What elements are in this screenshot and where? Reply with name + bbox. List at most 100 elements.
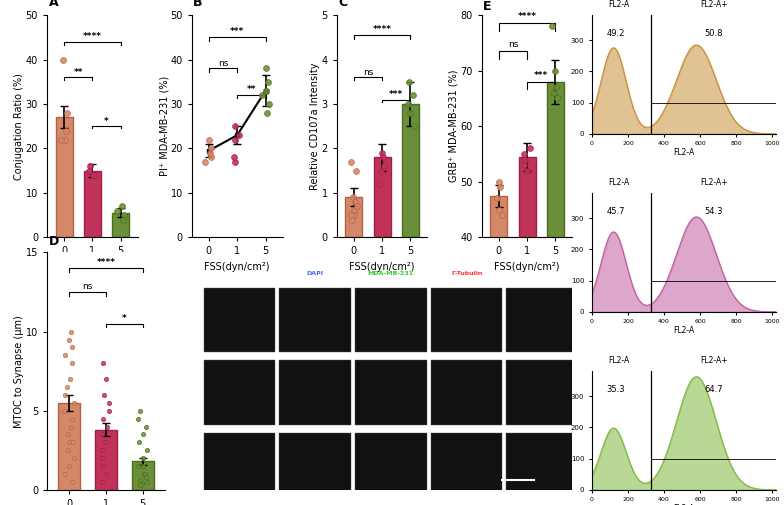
Text: FL2-A: FL2-A (608, 356, 630, 365)
Point (134, 481, 147, 489)
Point (64, 328, 77, 336)
Text: ****: **** (517, 12, 536, 21)
Point (349, 198, 361, 206)
Point (350, 167, 362, 175)
Text: ****: **** (83, 32, 102, 41)
Point (549, 67, 561, 75)
Bar (430, 433, 503, 497)
Bar (279, 433, 351, 497)
Bar (547, 82, 564, 460)
Bar (430, 288, 503, 352)
Bar (56, 117, 72, 237)
Point (524, 144, 536, 153)
Point (517, 161, 530, 169)
Point (96, 454, 109, 462)
Point (97, 415, 110, 423)
Point (59, 470, 71, 478)
Point (64, 375, 76, 383)
Text: A: A (49, 0, 58, 9)
Point (140, 470, 152, 478)
Text: ns: ns (363, 68, 373, 77)
Bar (204, 433, 275, 497)
Bar (95, 430, 117, 490)
Point (55, 135, 67, 143)
X-axis label: FSS (dyn/cm²): FSS (dyn/cm²) (58, 262, 127, 272)
Text: D: D (49, 235, 59, 247)
Point (96, 446, 108, 454)
Point (103, 399, 115, 407)
Point (375, 167, 387, 175)
Point (136, 479, 148, 487)
Point (344, 211, 357, 219)
Point (141, 478, 154, 486)
Point (493, 178, 506, 186)
Bar (355, 433, 426, 497)
Point (67, 399, 80, 407)
Point (518, 150, 531, 158)
Text: 54.3: 54.3 (705, 208, 723, 217)
Point (63, 462, 75, 470)
Text: MDA-MB-231: MDA-MB-231 (368, 272, 414, 277)
Point (377, 154, 390, 162)
Point (56, 56, 69, 64)
Point (344, 158, 357, 166)
Point (347, 193, 360, 201)
Point (404, 109, 416, 117)
Point (136, 462, 149, 470)
Text: Bright Field: Bright Field (219, 272, 260, 277)
Point (491, 194, 503, 203)
Point (100, 375, 113, 383)
Point (140, 446, 153, 454)
Text: Merge: Merge (531, 272, 554, 277)
Y-axis label: MTOC to Synapse (μm): MTOC to Synapse (μm) (14, 315, 24, 428)
Point (96, 478, 108, 486)
Point (407, 91, 419, 99)
Point (89, 171, 101, 179)
Point (202, 135, 215, 143)
Point (117, 216, 129, 224)
Point (111, 207, 123, 215)
Point (229, 135, 241, 143)
X-axis label: FL2-A: FL2-A (673, 148, 695, 157)
Bar (204, 288, 275, 352)
Point (229, 158, 241, 166)
Point (96, 462, 109, 470)
Text: E: E (483, 0, 492, 13)
Text: *: * (122, 314, 126, 323)
Point (199, 158, 212, 166)
Text: 50.8: 50.8 (705, 29, 723, 38)
Bar (58, 403, 80, 490)
Text: ***: *** (389, 90, 404, 99)
Text: FL2-A: FL2-A (608, 0, 630, 9)
Point (60, 127, 72, 135)
Y-axis label: Relative CD107a Intensity: Relative CD107a Intensity (310, 63, 320, 190)
Y-axis label: PI⁺ MDA-MB-231 (%): PI⁺ MDA-MB-231 (%) (159, 76, 169, 176)
Bar (279, 288, 351, 352)
Text: 45.7: 45.7 (607, 208, 625, 217)
Point (58, 407, 71, 415)
Text: 0 dyn/cm²: 0 dyn/cm² (188, 288, 194, 316)
Point (66, 478, 78, 486)
Text: C: C (338, 0, 347, 9)
Bar (355, 288, 426, 352)
Bar (279, 361, 351, 425)
Text: Γ-Tubulin: Γ-Tubulin (451, 272, 482, 277)
Text: FL2-A: FL2-A (608, 178, 630, 187)
X-axis label: FSS(dyn/cm²): FSS(dyn/cm²) (205, 262, 270, 272)
Point (263, 100, 275, 108)
Text: ns: ns (82, 282, 93, 291)
Bar (506, 288, 578, 352)
Point (65, 423, 78, 431)
Bar (84, 171, 101, 237)
Text: **: ** (74, 68, 83, 77)
Text: B: B (194, 0, 203, 9)
Point (97, 391, 110, 399)
Point (546, 22, 558, 30)
Text: 35.3: 35.3 (606, 385, 625, 394)
Y-axis label: Conjugation Ratio (%): Conjugation Ratio (%) (14, 73, 24, 180)
Text: 5 dyn/cm²: 5 dyn/cm² (188, 433, 194, 461)
Point (378, 162, 390, 170)
Point (65, 415, 78, 423)
Point (346, 216, 358, 224)
Point (494, 183, 506, 191)
